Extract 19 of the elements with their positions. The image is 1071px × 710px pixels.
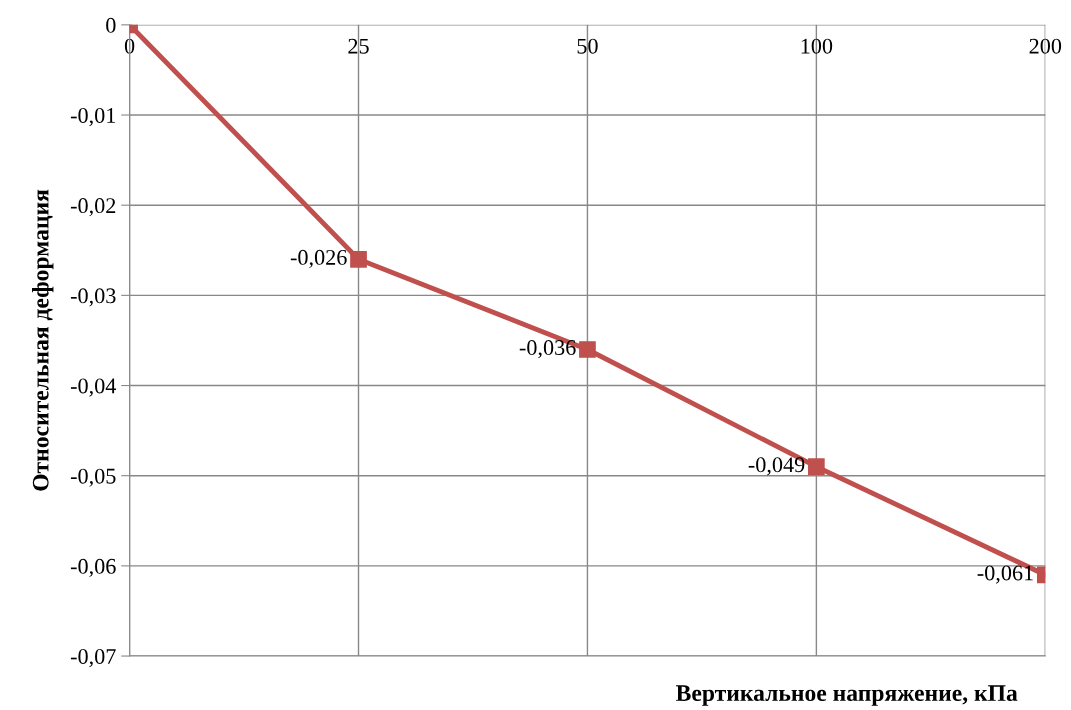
data-label: -0,036 xyxy=(519,340,576,359)
x-tick-label: 50 xyxy=(577,38,598,54)
data-label: -0,049 xyxy=(748,457,805,476)
x-tick-label: 0 xyxy=(124,38,135,54)
y-tick-label: -0,05 xyxy=(70,468,116,487)
data-label: -0,061 xyxy=(977,565,1033,584)
y-axis-title: Относительная деформация xyxy=(32,189,54,491)
y-tick-label: 0 xyxy=(106,17,116,33)
y-tick-label: -0,02 xyxy=(70,198,116,217)
x-tick-label: 100 xyxy=(801,38,833,54)
y-tick-label: -0,01 xyxy=(70,107,116,127)
data-label: -0,026 xyxy=(290,249,347,269)
x-tick-label: 200 xyxy=(1029,38,1062,54)
y-tick-label: -0,07 xyxy=(70,648,116,668)
x-axis-title: Вертикальное напряжение, кПа xyxy=(676,685,1018,706)
x-tick-label: 25 xyxy=(348,38,369,54)
y-tick-label: -0,06 xyxy=(70,558,116,577)
y-tick-label: -0,04 xyxy=(70,378,117,397)
y-tick-label: -0,03 xyxy=(70,288,116,307)
